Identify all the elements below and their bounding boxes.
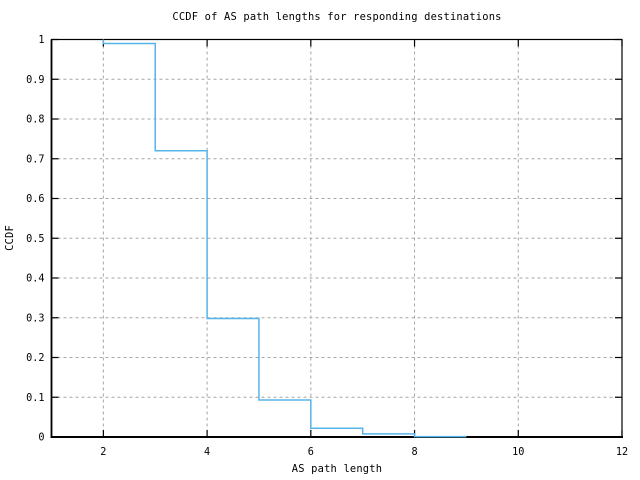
y-axis-label: CCDF: [4, 225, 16, 251]
y-tick-label: 0.2: [26, 353, 44, 364]
y-tick-label: 0.1: [26, 393, 44, 404]
y-tick-label: 0.9: [26, 75, 44, 86]
x-tick-label: 2: [100, 447, 106, 458]
x-axis-label: AS path length: [291, 463, 383, 475]
x-tick-label: 4: [204, 447, 210, 458]
y-tick-label: 0.5: [26, 234, 44, 245]
y-tick-label: 0: [38, 433, 44, 444]
x-tick-label: 6: [308, 447, 314, 458]
y-tick-label: 0.6: [26, 194, 44, 205]
y-tick-label: 0.3: [26, 313, 44, 324]
y-tick-label: 1: [38, 35, 44, 46]
chart-title: CCDF of AS path lengths for responding d…: [172, 11, 502, 23]
y-tick-label: 0.7: [26, 154, 44, 165]
ccdf-step-line: [102, 39, 467, 438]
x-tick-label: 8: [411, 447, 417, 458]
x-tick-label: 12: [616, 447, 628, 458]
y-tick-label: 0.8: [26, 115, 44, 126]
y-tick-label: 0.4: [26, 274, 44, 285]
x-tick-label: 10: [512, 447, 524, 458]
